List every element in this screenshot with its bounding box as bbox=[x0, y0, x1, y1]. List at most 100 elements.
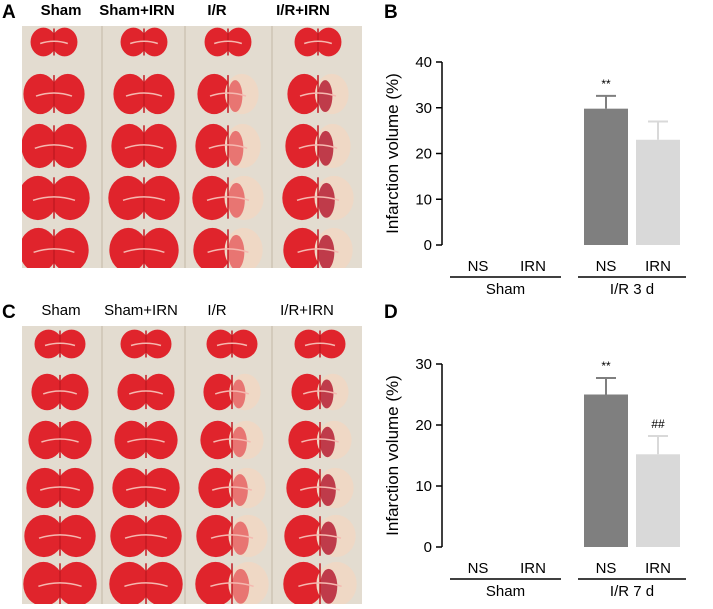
brain-section bbox=[31, 373, 89, 411]
brain-section bbox=[291, 373, 349, 411]
left-hemisphere bbox=[197, 73, 231, 115]
right-hemisphere bbox=[51, 73, 85, 115]
corpus-callosum bbox=[304, 342, 336, 347]
x-category-label: NS bbox=[596, 258, 617, 275]
panel-letter-a: A bbox=[2, 2, 16, 23]
left-hemisphere bbox=[23, 73, 57, 115]
brain-section bbox=[108, 175, 180, 221]
brain-section bbox=[294, 27, 342, 57]
infarct-rim bbox=[320, 379, 334, 409]
corpus-callosum bbox=[213, 40, 243, 45]
corpus-callosum bbox=[125, 92, 163, 97]
significance-label: ** bbox=[601, 359, 611, 373]
left-hemisphere bbox=[286, 467, 324, 509]
brain-section bbox=[192, 175, 264, 221]
left-hemisphere bbox=[195, 561, 236, 607]
brain-section bbox=[26, 467, 94, 509]
corpus-callosum bbox=[298, 144, 338, 150]
infarct-rim bbox=[228, 80, 243, 113]
bar-chart-b: 0 10 20 30 40 Infarction volume (%) NS IRN ** NS I… bbox=[383, 54, 686, 294]
right-hemisphere bbox=[140, 123, 177, 169]
brain-section bbox=[294, 329, 346, 359]
brain-section bbox=[19, 227, 89, 273]
brain-section bbox=[286, 467, 354, 509]
corpus-callosum bbox=[211, 486, 253, 491]
left-hemisphere bbox=[21, 123, 58, 169]
infarct-rim bbox=[318, 130, 334, 166]
corpus-callosum bbox=[128, 390, 164, 395]
x-category-label: NS bbox=[468, 258, 489, 275]
corpus-callosum bbox=[130, 342, 162, 347]
corpus-callosum bbox=[216, 342, 248, 347]
brain-section bbox=[113, 73, 175, 115]
corpus-callosum bbox=[38, 534, 82, 539]
infarct-rim bbox=[320, 568, 338, 604]
left-hemisphere bbox=[19, 227, 58, 273]
infarct-rim bbox=[228, 234, 245, 270]
x-category-label: NS bbox=[468, 560, 489, 577]
left-hemisphere bbox=[196, 514, 236, 558]
bar bbox=[584, 394, 628, 547]
right-hemisphere bbox=[50, 175, 90, 221]
corpus-callosum bbox=[123, 248, 165, 254]
brain-section bbox=[200, 420, 264, 460]
bar bbox=[584, 108, 628, 245]
brain-section bbox=[24, 514, 96, 558]
brain-sections-grid-a bbox=[18, 26, 354, 273]
brain-section bbox=[283, 561, 357, 607]
right-hemisphere bbox=[140, 227, 179, 273]
bar bbox=[636, 454, 680, 547]
left-hemisphere bbox=[195, 123, 232, 169]
y-tick-label: 0 bbox=[424, 237, 432, 254]
right-hemisphere bbox=[50, 123, 87, 169]
left-hemisphere bbox=[282, 175, 322, 221]
brain-section bbox=[21, 123, 87, 169]
column-label-ir-irn-c: I/R+IRN bbox=[280, 302, 334, 319]
corpus-callosum bbox=[125, 486, 167, 491]
brain-section bbox=[198, 467, 266, 509]
brain-section bbox=[204, 27, 252, 57]
corpus-callosum bbox=[129, 40, 159, 45]
corpus-callosum bbox=[122, 196, 166, 202]
column-label-sham-c: Sham bbox=[41, 302, 81, 319]
right-hemisphere bbox=[141, 73, 175, 115]
left-hemisphere bbox=[285, 123, 322, 169]
left-hemisphere bbox=[24, 514, 64, 558]
y-tick-label: 10 bbox=[415, 478, 432, 495]
y-tick-label: 0 bbox=[424, 539, 432, 556]
brain-section bbox=[197, 73, 259, 115]
x-category-label: IRN bbox=[645, 560, 671, 577]
group-label: Sham bbox=[486, 583, 525, 600]
group-label: I/R 7 d bbox=[610, 583, 654, 600]
corpus-callosum bbox=[33, 248, 75, 254]
left-hemisphere bbox=[283, 561, 324, 607]
y-tick-label: 40 bbox=[415, 54, 432, 71]
brain-section bbox=[120, 27, 168, 57]
significance-label: ** bbox=[601, 77, 611, 91]
corpus-callosum bbox=[39, 486, 81, 491]
significance-label: ## bbox=[651, 417, 665, 431]
x-category-label: IRN bbox=[520, 560, 546, 577]
left-hemisphere bbox=[192, 175, 232, 221]
brain-section bbox=[111, 123, 177, 169]
right-hemisphere bbox=[50, 227, 89, 273]
corpus-callosum bbox=[124, 144, 164, 150]
corpus-callosum bbox=[32, 196, 76, 202]
brain-section bbox=[114, 420, 178, 460]
corpus-callosum bbox=[301, 438, 339, 443]
infarct-rim bbox=[232, 521, 249, 555]
brain-section bbox=[23, 73, 85, 115]
x-category-label: NS bbox=[596, 560, 617, 577]
corpus-callosum bbox=[210, 534, 254, 539]
y-tick-label: 30 bbox=[415, 100, 432, 117]
corpus-callosum bbox=[303, 40, 333, 45]
infarct-rim bbox=[318, 182, 335, 218]
infarct-rim bbox=[320, 474, 336, 507]
y-tick-label: 10 bbox=[415, 191, 432, 208]
right-hemisphere bbox=[142, 514, 182, 558]
infarct-rim bbox=[320, 426, 335, 458]
right-hemisphere bbox=[140, 175, 180, 221]
corpus-callosum bbox=[127, 438, 165, 443]
panel-letter-b: B bbox=[384, 2, 398, 23]
column-label-ir-irn-a: I/R+IRN bbox=[276, 2, 330, 19]
